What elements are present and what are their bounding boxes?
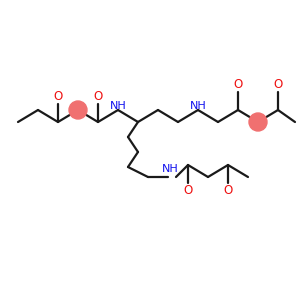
Circle shape [249,113,267,131]
Text: O: O [183,184,193,197]
Circle shape [69,101,87,119]
Text: O: O [233,77,243,91]
Text: O: O [273,77,283,91]
Text: O: O [93,89,103,103]
Text: O: O [224,184,232,197]
Text: NH: NH [110,101,126,111]
Text: O: O [53,89,63,103]
Text: NH: NH [162,164,178,174]
Text: NH: NH [190,101,206,111]
